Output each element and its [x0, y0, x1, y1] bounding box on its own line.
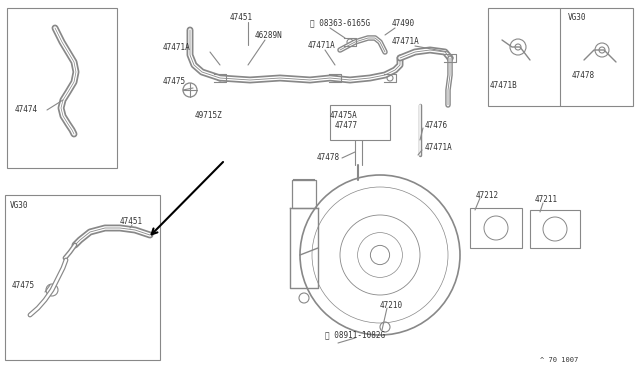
Bar	[488, 8, 633, 106]
Text: Ⓝ 08911-1082G: Ⓝ 08911-1082G	[325, 330, 385, 340]
Text: 47490: 47490	[392, 19, 415, 28]
Text: 47475: 47475	[12, 280, 35, 289]
Text: VG30: VG30	[568, 13, 586, 22]
Text: 47477: 47477	[335, 121, 358, 129]
Bar	[7, 8, 117, 168]
Text: VG30: VG30	[10, 201, 29, 209]
Text: 47451: 47451	[230, 13, 253, 22]
Bar	[330, 105, 390, 140]
Text: 47471A: 47471A	[392, 38, 420, 46]
Text: 47478: 47478	[572, 71, 595, 80]
Text: 47210: 47210	[380, 301, 403, 310]
Text: 47478: 47478	[317, 154, 340, 163]
Text: 46289N: 46289N	[255, 31, 283, 39]
Text: 47211: 47211	[535, 196, 558, 205]
Text: 47471A: 47471A	[163, 44, 191, 52]
Text: 49715Z: 49715Z	[195, 110, 223, 119]
Bar	[292, 180, 316, 208]
Text: 47471B: 47471B	[490, 80, 518, 90]
Text: 47451: 47451	[120, 218, 143, 227]
Text: 47471A: 47471A	[425, 144, 452, 153]
Text: ^ 70 1007: ^ 70 1007	[540, 357, 579, 363]
Bar	[530, 210, 580, 248]
Text: 47475: 47475	[163, 77, 186, 87]
Text: 47475A: 47475A	[330, 110, 358, 119]
Text: 47212: 47212	[476, 190, 499, 199]
Bar	[470, 208, 522, 248]
Text: 47474: 47474	[15, 106, 38, 115]
Text: 47471A: 47471A	[308, 41, 336, 49]
Bar	[5, 195, 160, 360]
Text: Ⓢ 08363-6165G: Ⓢ 08363-6165G	[310, 19, 370, 28]
Text: 47476: 47476	[425, 121, 448, 129]
